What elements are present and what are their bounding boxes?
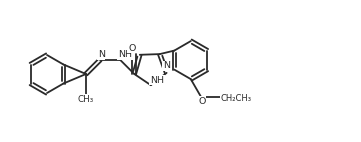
Text: CH₃: CH₃: [78, 94, 94, 104]
Text: N: N: [163, 61, 170, 70]
Text: NH: NH: [150, 76, 164, 85]
Text: CH₂CH₃: CH₂CH₃: [220, 94, 251, 103]
Text: O: O: [198, 97, 205, 106]
Text: NH: NH: [118, 50, 132, 59]
Text: N: N: [97, 50, 105, 59]
Text: O: O: [129, 43, 136, 53]
